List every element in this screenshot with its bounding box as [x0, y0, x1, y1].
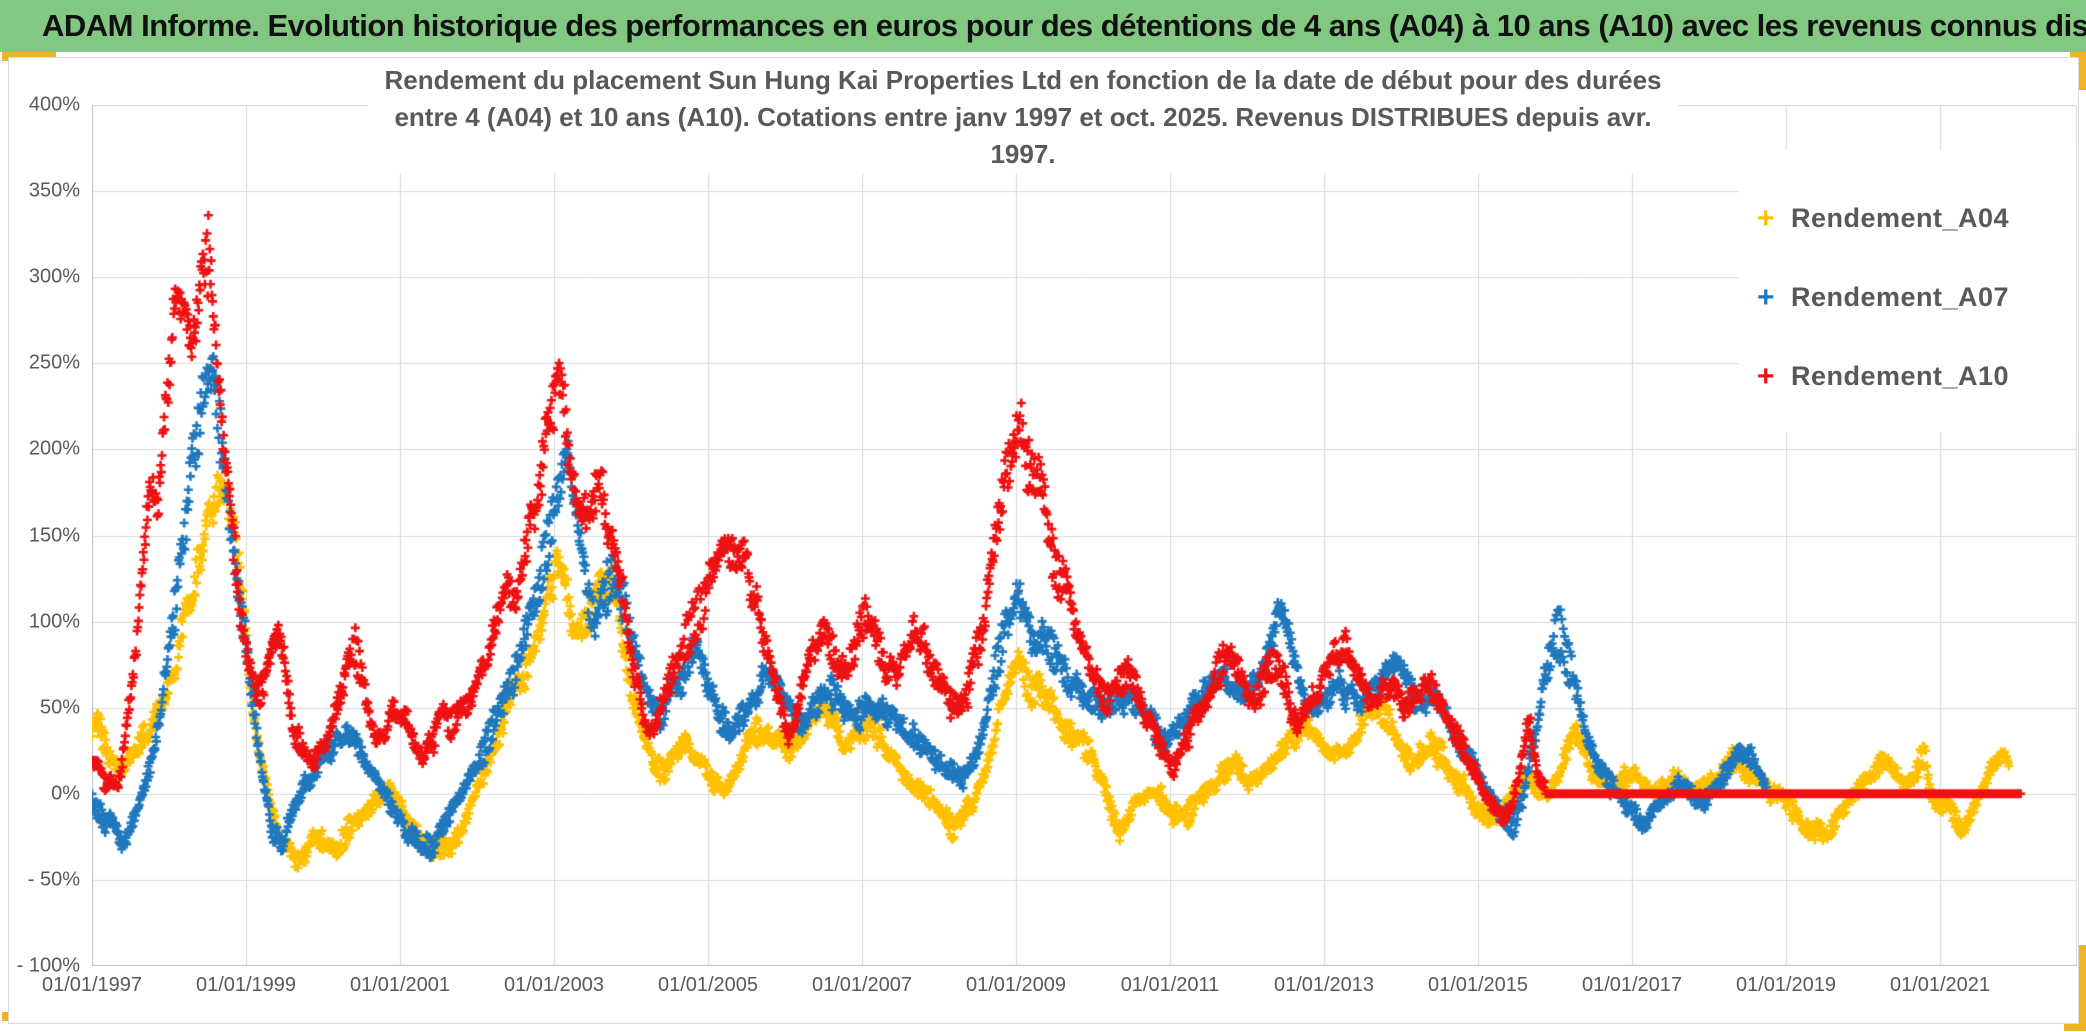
y-tick-label: 150%	[28, 524, 80, 546]
y-tick-label: 300%	[28, 265, 80, 288]
y-tick-label: 200%	[28, 437, 80, 460]
y-tick-label: 400%	[28, 93, 80, 116]
x-tick-label: 01/01/2007	[811, 974, 913, 996]
legend-item-rendement_a04[interactable]: + Rendement_A04	[1739, 202, 2076, 235]
y-tick-label: 250%	[28, 351, 80, 374]
x-tick-label: 01/01/2011	[1120, 974, 1220, 996]
x-tick-label: 01/01/2009	[965, 974, 1067, 996]
x-tick-label: 01/01/2013	[1273, 974, 1375, 996]
legend-item-rendement_a07[interactable]: + Rendement_A07	[1739, 281, 2076, 314]
y-tick-label: 350%	[28, 179, 80, 202]
x-tick-label: 01/01/1997	[41, 974, 143, 996]
y-tick-label: - 100%	[16, 954, 80, 977]
chart-title-line2: entre 4 (A04) et 10 ans (A10). Cotations…	[394, 102, 1652, 169]
x-tick-label: 01/01/2005	[657, 974, 759, 996]
legend-label: Rendement_A10	[1791, 361, 2010, 391]
x-tick-label: 01/01/2015	[1427, 974, 1529, 996]
y-tick-label: 0%	[51, 782, 80, 805]
chart-legend: + Rendement_A04 + Rendement_A07 + Rendement_A…	[1739, 150, 2076, 432]
legend-item-rendement_a10[interactable]: + Rendement_A10	[1739, 360, 2076, 393]
header-bar: ADAM Informe. Evolution historique des p…	[0, 0, 2086, 52]
accent-top-left	[2, 52, 56, 61]
y-tick-label: 50%	[39, 696, 80, 719]
legend-plus-marker-icon: +	[1757, 359, 1775, 393]
legend-plus-marker-icon: +	[1757, 280, 1775, 314]
legend-label: Rendement_A07	[1791, 282, 2010, 312]
legend-plus-marker-icon: +	[1757, 201, 1775, 235]
x-tick-label: 01/01/2021	[1889, 974, 1991, 996]
x-tick-label: 01/01/2001	[349, 974, 451, 996]
chart-title-line1: Rendement du placement Sun Hung Kai Prop…	[384, 65, 1662, 95]
accent-bottom-right	[2064, 1022, 2086, 1031]
legend-label: Rendement_A04	[1791, 203, 2010, 233]
accent-right-bar	[2078, 945, 2086, 1023]
chart-title: Rendement du placement Sun Hung Kai Prop…	[368, 62, 1678, 173]
x-tick-label: 01/01/2003	[503, 974, 605, 996]
x-tick-label: 01/01/2017	[1581, 974, 1683, 996]
x-tick-label: 01/01/2019	[1735, 974, 1837, 996]
x-tick-label: 01/01/1999	[195, 974, 297, 996]
header-title: ADAM Informe. Evolution historique des p…	[42, 8, 2086, 43]
y-tick-label: 100%	[28, 610, 80, 633]
y-tick-label: - 50%	[27, 868, 80, 891]
